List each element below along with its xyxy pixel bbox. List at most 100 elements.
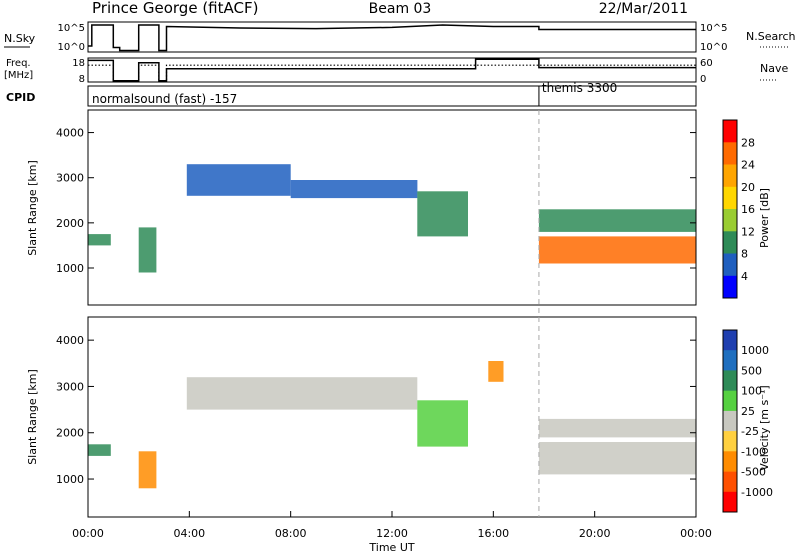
nave-label: Nave <box>760 62 788 75</box>
power-cbar-swatch-1 <box>723 142 737 165</box>
power-cbar-swatch-4 <box>723 209 737 232</box>
cpid-program-1: normalsound (fast) -157 <box>92 92 237 106</box>
power-cbar-swatch-5 <box>723 231 737 254</box>
power-cbar-tick-0: 28 <box>741 136 755 149</box>
power-colorbar: 28 24 20 16 12 8 4 <box>722 119 755 299</box>
x-tick-label-4: 16:00 <box>477 527 509 540</box>
velocity-data <box>88 361 696 489</box>
power-band-4 <box>417 191 468 237</box>
power-cbar-tick-1: 24 <box>741 159 755 172</box>
power-ytick-label-2: 3000 <box>56 172 84 185</box>
power-data <box>88 164 696 273</box>
velocity-frame <box>87 316 697 518</box>
vel-cbar-tick-5: -100 <box>741 445 766 458</box>
power-ytick-label-1: 2000 <box>56 217 84 230</box>
power-band-5 <box>538 236 696 264</box>
freq-label-2: [MHz] <box>4 70 33 81</box>
velocity-ytick-label-2: 3000 <box>56 380 84 393</box>
velocity-panel: 1000 2000 3000 4000 Slant Range [km] <box>26 316 697 518</box>
x-tick-label-0: 00:00 <box>72 527 104 540</box>
nave-tick-bottom: 0 <box>700 74 706 85</box>
freq-tick-top: 18 <box>72 58 85 69</box>
vel-cbar-tick-0: 1000 <box>741 344 769 357</box>
nave-line <box>88 64 696 82</box>
vel-cbar-swatch-0 <box>723 330 737 351</box>
power-cbar-frame <box>722 119 738 299</box>
velocity-colorbar: 1000 500 100 25 -25 -100 -500 -1000 <box>722 329 773 513</box>
nsearch-tick-top: 10^5 <box>700 23 727 34</box>
nsearch-tick-bottom: 10^0 <box>700 42 727 53</box>
freq-line <box>88 58 696 82</box>
nsky-tick-top: 10^5 <box>58 23 85 34</box>
vel-cbar-swatch-3 <box>723 390 737 412</box>
nsky-line <box>88 24 696 52</box>
power-yticks: 1000 2000 3000 4000 <box>56 127 696 275</box>
velocity-ytick-label-3: 4000 <box>56 334 84 347</box>
cpid-panel: CPID normalsound (fast) -157 themis 3300 <box>6 81 697 107</box>
power-ytick-label-3: 4000 <box>56 127 84 140</box>
vel-cbar-swatch-8 <box>723 491 737 513</box>
vel-cbar-tick-6: -500 <box>741 466 766 479</box>
power-cbar-swatch-6 <box>723 253 737 277</box>
vel-cbar-frame <box>722 329 738 513</box>
power-cbar-tick-3: 16 <box>741 203 755 216</box>
cpid-frame <box>87 85 697 107</box>
power-colorbar-title: Power [dB] <box>758 188 771 248</box>
velocity-band-0 <box>88 444 111 456</box>
nave-tick-top: 60 <box>700 58 713 69</box>
power-panel: 1000 2000 3000 4000 Slant Range [km] <box>26 109 697 306</box>
velocity-band-6 <box>538 418 696 438</box>
power-ylabel: Slant Range [km] <box>26 160 39 256</box>
power-cbar-swatch-3 <box>723 186 737 210</box>
cpid-program-2: themis 3300 <box>542 81 617 95</box>
power-band-1 <box>138 227 157 273</box>
velocity-band-4 <box>488 361 504 382</box>
velocity-ytick-label-1: 2000 <box>56 427 84 440</box>
vel-cbar-swatch-4 <box>723 410 737 432</box>
power-cbar-tick-4: 12 <box>741 225 755 238</box>
velocity-band-3 <box>417 400 468 447</box>
vel-cbar-swatch-5 <box>723 431 737 452</box>
vel-cbar-tick-2: 100 <box>741 385 762 398</box>
x-tick-label-6: 00:00 <box>680 527 712 540</box>
nsky-frame <box>87 21 697 53</box>
date-title: 22/Mar/2011 <box>599 1 688 17</box>
nsky-label: N.Sky <box>4 32 36 45</box>
x-tick-label-2: 08:00 <box>275 527 307 540</box>
vel-cbar-tick-1: 500 <box>741 364 762 377</box>
power-band-3 <box>290 180 418 199</box>
vel-cbar-swatch-2 <box>723 370 737 391</box>
power-band-6 <box>538 209 696 232</box>
x-tick-label-1: 04:00 <box>173 527 205 540</box>
velocity-band-1 <box>138 451 157 489</box>
power-cbar-tick-6: 4 <box>741 270 748 283</box>
power-cbar-swatch-2 <box>723 164 737 188</box>
velocity-ylabel: Slant Range [km] <box>26 369 39 465</box>
freq-label-1: Freq. <box>6 58 31 69</box>
power-cbar-tick-5: 8 <box>741 248 748 261</box>
x-axis-label: Time UT <box>368 541 414 554</box>
vel-cbar-swatch-1 <box>723 350 737 371</box>
velocity-colorbar-title: Velocity [m s⁻¹] <box>758 385 771 470</box>
vel-cbar-tick-3: 25 <box>741 405 755 418</box>
cpid-label: CPID <box>6 91 35 104</box>
nsky-panel: N.Sky 10^5 10^0 10^5 10^0 N.Search <box>4 21 796 53</box>
nsky-tick-bottom: 10^0 <box>58 42 85 53</box>
velocity-yticks: 1000 2000 3000 4000 <box>56 334 696 486</box>
beam-title: Beam 03 <box>369 1 432 17</box>
vel-cbar-swatch-7 <box>723 471 737 493</box>
velocity-band-5 <box>538 442 696 475</box>
power-cbar-tick-2: 20 <box>741 181 755 194</box>
freq-tick-bottom: 8 <box>79 74 85 85</box>
power-cbar-swatch-0 <box>723 120 737 143</box>
x-tick-label-5: 20:00 <box>579 527 611 540</box>
power-frame <box>87 109 697 306</box>
vel-cbar-tick-7: -1000 <box>741 486 773 499</box>
x-tick-label-3: 12:00 <box>376 527 408 540</box>
power-cbar-swatch-7 <box>723 275 737 299</box>
power-ytick-label-0: 1000 <box>56 262 84 275</box>
power-band-0 <box>88 234 111 246</box>
vel-cbar-tick-4: -25 <box>741 425 759 438</box>
vel-cbar-swatch-6 <box>723 451 737 472</box>
